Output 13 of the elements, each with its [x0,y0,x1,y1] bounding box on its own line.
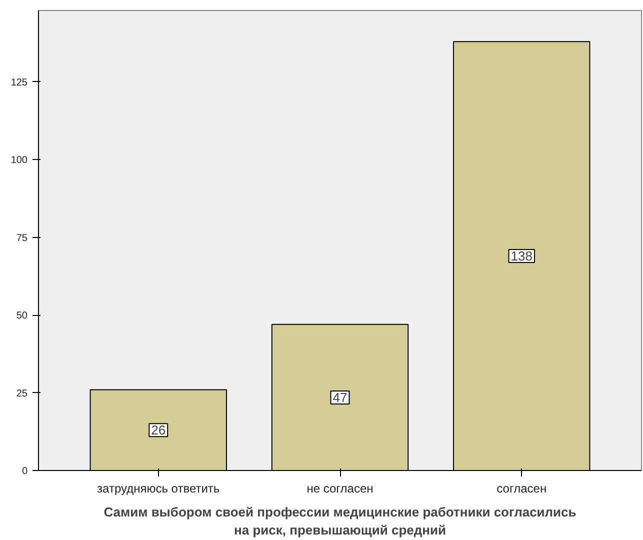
y-tick-label: 25 [16,388,28,400]
data-label: 138 [510,248,532,264]
y-tick-label: 125 [10,77,28,88]
x-tick-label: согласен [496,482,547,496]
data-label: 47 [332,390,348,405]
x-tick-label: не согласен [306,482,374,496]
y-tick-label: 50 [16,310,28,322]
data-label: 26 [151,422,166,438]
x-axis-title: Самим выбором своей профессии медицинские работники согласились на риск, превышающий средний [104,504,576,538]
y-tick-label: 100 [10,155,28,166]
y-tick-label: 75 [16,232,28,244]
x-tick-label: затрудняюсь ответить [97,482,220,496]
y-tick-label: 0 [22,466,28,477]
